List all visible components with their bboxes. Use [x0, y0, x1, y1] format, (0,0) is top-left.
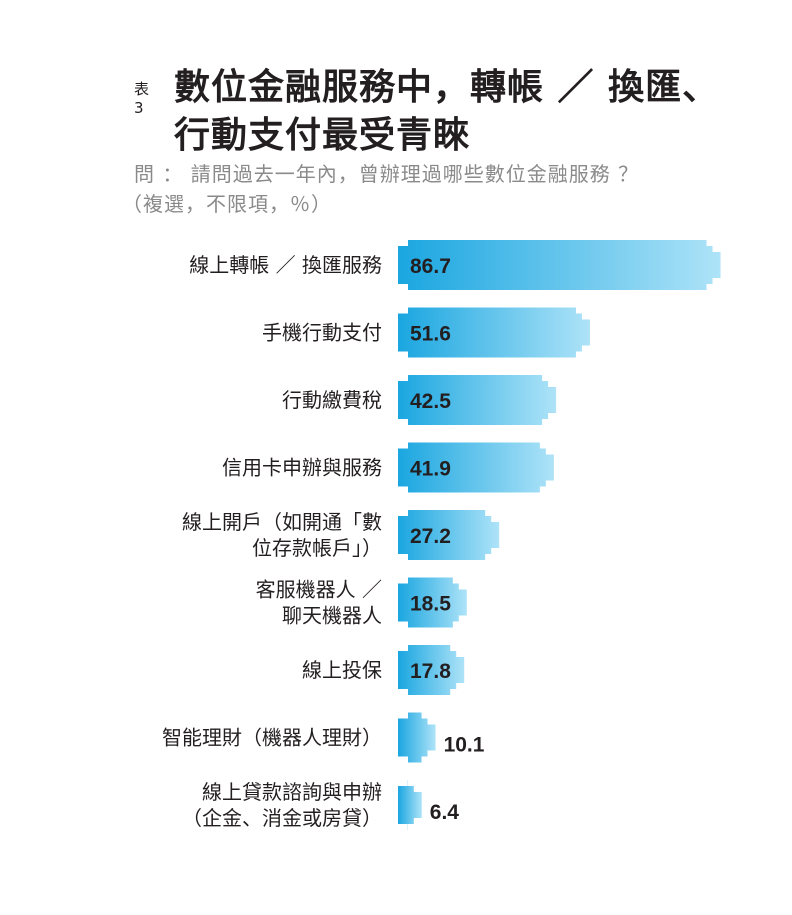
value-label: 18.5 [410, 593, 451, 616]
category-label: 位存款帳戶」） [252, 536, 382, 560]
value-label: 86.7 [410, 255, 451, 278]
bars-group: 86.7 線上轉帳 ／ 換匯服務 51.6 手機行動支付 42.5 行動繳費稅 41.9 信用… [162, 240, 721, 830]
category-label: 線上轉帳 ／ 換匯服務 [189, 253, 382, 277]
value-label: 10.1 [444, 734, 485, 757]
bar [398, 712, 436, 763]
bar [398, 375, 557, 425]
category-label: 線上開戶（如開通「數 [182, 510, 382, 534]
value-label: 51.6 [410, 323, 451, 346]
bar [398, 577, 467, 628]
bar [398, 307, 590, 358]
category-label: （企金、消金或房貸） [182, 806, 382, 830]
category-label: 智能理財（機器人理財） [162, 726, 382, 750]
category-label: 手機行動支付 [262, 321, 382, 345]
value-label: 6.4 [430, 801, 460, 824]
bar [398, 780, 422, 830]
value-label: 41.9 [410, 458, 451, 481]
chart-title-line-2: 行動支付最受青睞 [174, 115, 471, 156]
value-label: 42.5 [410, 390, 451, 413]
category-label: 信用卡申辦與服務 [222, 456, 382, 480]
value-label: 27.2 [410, 525, 451, 548]
bar [398, 240, 721, 290]
chart-title-line-1: 數位金融服務中，轉帳 ／ 換匯、 [174, 67, 720, 108]
bar [398, 645, 465, 695]
category-label: 線上投保 [302, 658, 382, 682]
category-label: 聊天機器人 [282, 604, 382, 628]
category-label: 行動繳費稅 [282, 388, 382, 412]
bar [398, 442, 554, 493]
table-tag: 表3 [134, 80, 150, 117]
category-label: 客服機器人 ／ [256, 578, 382, 602]
survey-question: 問 ： 請問過去一年內，曾辦理過哪些數位金融服務 ？ [134, 162, 640, 186]
value-label: 17.8 [410, 660, 451, 683]
survey-note: （複選，不限項，％） [122, 192, 332, 216]
category-label: 線上貸款諮詢與申辦 [202, 780, 382, 804]
bar [398, 510, 500, 560]
